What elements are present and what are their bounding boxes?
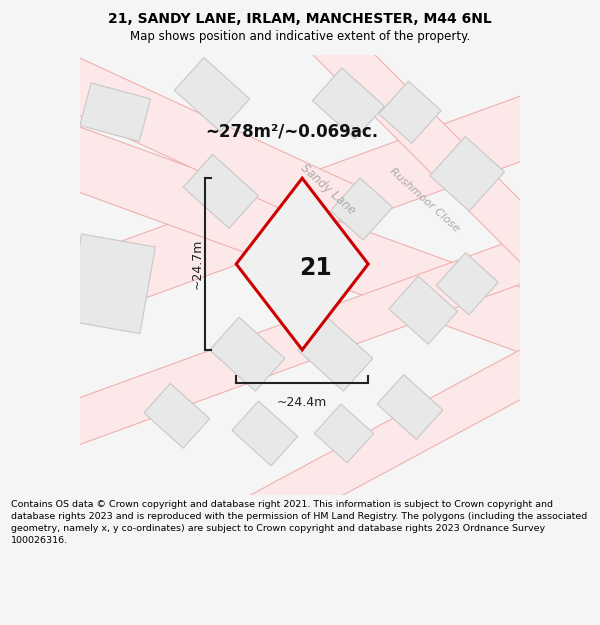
Polygon shape (47, 123, 553, 357)
Polygon shape (232, 401, 298, 466)
Text: Map shows position and indicative extent of the property.: Map shows position and indicative extent… (130, 30, 470, 43)
Polygon shape (436, 253, 498, 315)
Polygon shape (389, 276, 458, 344)
Polygon shape (183, 154, 259, 228)
Polygon shape (298, 318, 373, 391)
Polygon shape (209, 318, 285, 391)
Text: ~24.4m: ~24.4m (277, 396, 328, 409)
Text: Rushmoor Close: Rushmoor Close (388, 166, 462, 234)
Polygon shape (47, 53, 355, 233)
Text: 21: 21 (299, 256, 332, 281)
Text: ~278m²/~0.069ac.: ~278m²/~0.069ac. (205, 123, 379, 141)
Polygon shape (50, 232, 550, 449)
Text: 21, SANDY LANE, IRLAM, MANCHESTER, M44 6NL: 21, SANDY LANE, IRLAM, MANCHESTER, M44 6… (108, 12, 492, 26)
Text: Sandy Lane: Sandy Lane (298, 161, 358, 217)
Polygon shape (47, 92, 553, 326)
Polygon shape (331, 178, 392, 240)
Polygon shape (175, 58, 250, 131)
Polygon shape (307, 18, 557, 269)
Polygon shape (253, 213, 347, 306)
Polygon shape (80, 83, 151, 141)
Text: Contains OS data © Crown copyright and database right 2021. This information is : Contains OS data © Crown copyright and d… (11, 500, 587, 544)
Polygon shape (245, 344, 553, 536)
Polygon shape (314, 404, 374, 463)
Polygon shape (236, 178, 368, 350)
Polygon shape (377, 374, 443, 439)
Polygon shape (430, 136, 505, 211)
Polygon shape (313, 68, 385, 139)
Polygon shape (144, 383, 209, 448)
Polygon shape (67, 234, 155, 334)
Polygon shape (379, 81, 441, 143)
Text: ~24.7m: ~24.7m (191, 239, 204, 289)
